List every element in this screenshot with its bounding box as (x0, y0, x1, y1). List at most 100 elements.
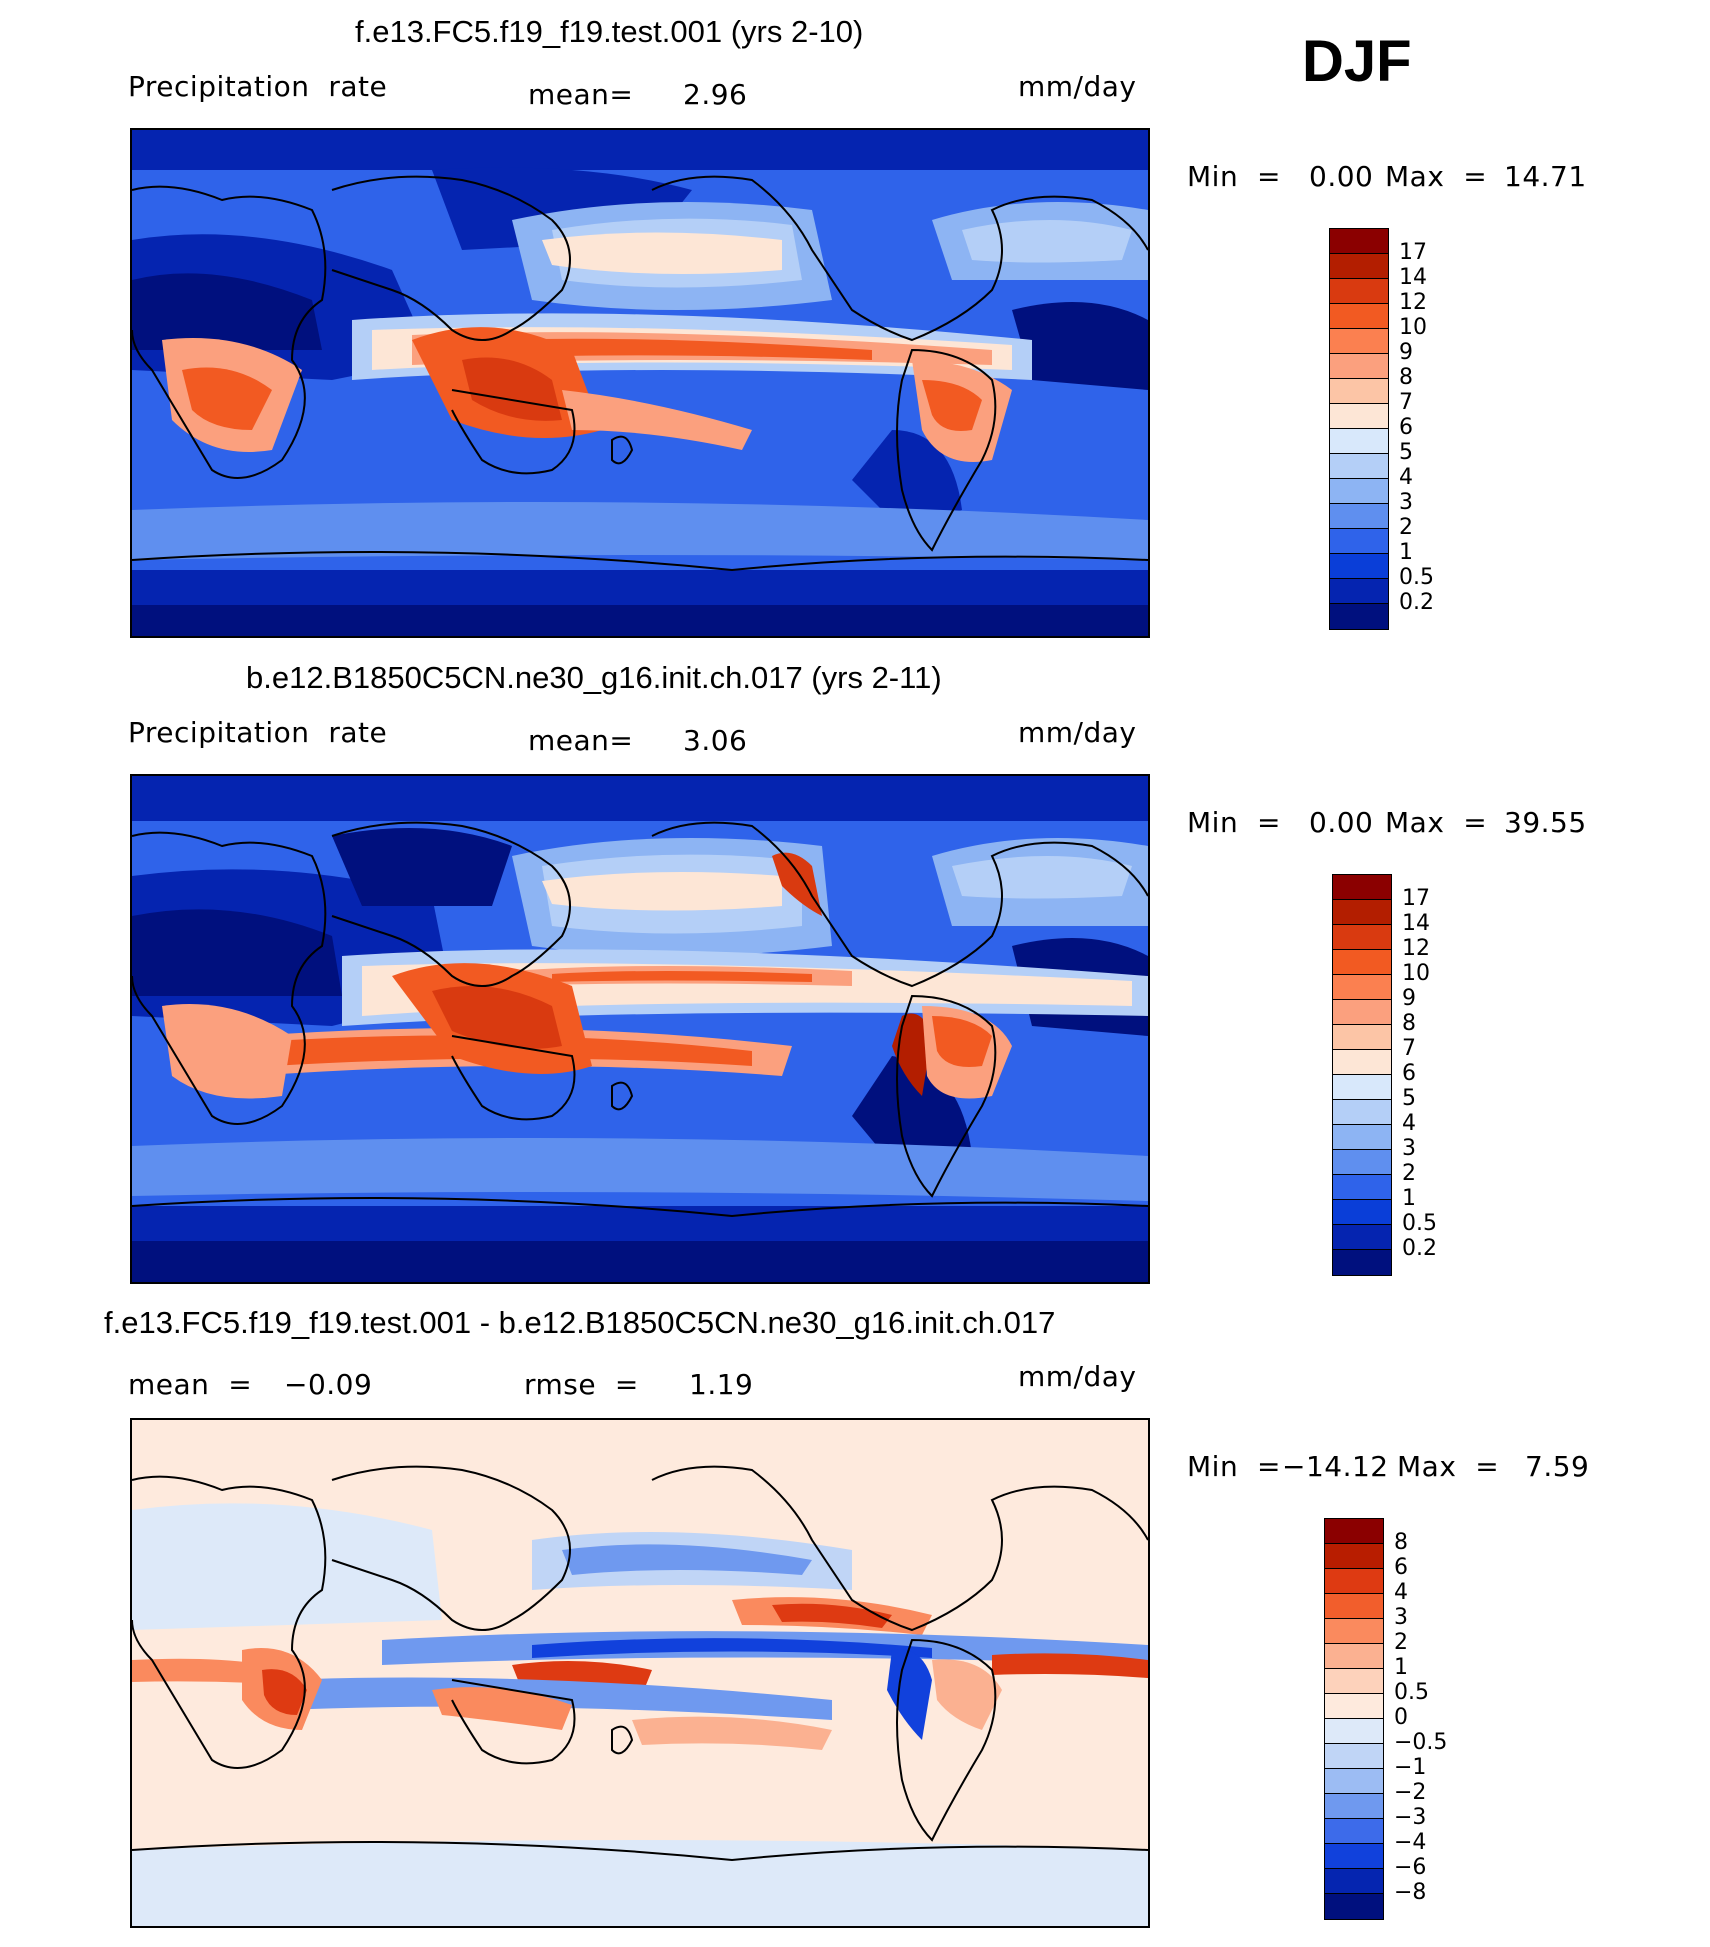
africa-core (182, 367, 272, 430)
colorbar-label: 0.2 (1402, 1236, 1437, 1261)
panel2-colorbar (1332, 874, 1392, 1276)
colorbar-label: 17 (1402, 886, 1430, 911)
panel3-max-value: 7.59 (1525, 1450, 1590, 1483)
coastlines (132, 175, 1148, 572)
colorbar-label: 2 (1399, 515, 1413, 540)
colorbar-label: 8 (1399, 365, 1413, 390)
colorbar-label: 1 (1394, 1655, 1408, 1680)
panel2-units: mm/day (1018, 716, 1137, 749)
colorbar-label: −2 (1394, 1780, 1427, 1805)
arctic-dry (132, 776, 1148, 821)
colorbar-label: 0 (1394, 1705, 1408, 1730)
panel1-min-label: Min = (1187, 160, 1281, 193)
nw-america-rain (772, 852, 822, 916)
colorbar-label: 9 (1402, 986, 1416, 1011)
colorbar-swatch (1333, 1250, 1391, 1275)
colorbar-label: 10 (1402, 961, 1430, 986)
colorbar-swatch (1333, 975, 1391, 1000)
colorbar-label: 2 (1402, 1161, 1416, 1186)
panel2-mean-value: 3.06 (683, 724, 748, 757)
colorbar-swatch (1333, 1175, 1391, 1200)
colorbar-swatch (1325, 1569, 1383, 1594)
panel1-map (130, 128, 1150, 638)
panel2-max-value: 39.55 (1504, 806, 1587, 839)
colorbar-label: 14 (1399, 265, 1427, 290)
colorbar-label: 8 (1402, 1011, 1416, 1036)
natl-storm-pale (962, 220, 1132, 263)
colorbar-label: 4 (1394, 1580, 1408, 1605)
colorbar-swatch (1333, 1150, 1391, 1175)
colorbar-swatch (1333, 1125, 1391, 1150)
central-asia-core (332, 828, 512, 906)
colorbar-label: 3 (1399, 490, 1413, 515)
arctic-dry (132, 130, 1148, 170)
sahara-core (132, 909, 342, 996)
colorbar-swatch (1325, 1894, 1383, 1919)
panel3-max-label: Max = (1397, 1450, 1500, 1483)
colorbar-label: −4 (1394, 1830, 1427, 1855)
panel2-map-svg (132, 776, 1148, 1282)
panel3-rmse-value: 1.19 (689, 1368, 754, 1401)
colorbar-swatch (1333, 1025, 1391, 1050)
panel1-max-label: Max = (1385, 160, 1488, 193)
colorbar-swatch (1333, 1225, 1391, 1250)
panel1-variable-label: Precipitation rate (128, 70, 388, 103)
amazon-core (932, 1016, 992, 1067)
colorbar-label: 17 (1399, 240, 1427, 265)
sahara-core (132, 273, 322, 350)
colorbar-swatch (1333, 925, 1391, 950)
colorbar-label: 9 (1399, 340, 1413, 365)
colorbar-label: −0.5 (1394, 1730, 1448, 1755)
panel1-mean-value: 2.96 (683, 78, 748, 111)
panel2-map (130, 774, 1150, 1284)
colorbar-swatch (1333, 1200, 1391, 1225)
colorbar-label: 6 (1394, 1555, 1408, 1580)
colorbar-swatch (1325, 1519, 1383, 1544)
colorbar-swatch (1325, 1694, 1383, 1719)
colorbar-swatch (1325, 1669, 1383, 1694)
panel1-max-value: 14.71 (1504, 160, 1587, 193)
panel3-map-svg (132, 1420, 1148, 1926)
colorbar-swatch (1325, 1844, 1383, 1869)
panel3-rmse-label: rmse = (524, 1368, 639, 1401)
colorbar-swatch (1325, 1819, 1383, 1844)
colorbar-swatch (1330, 454, 1388, 479)
colorbar-swatch (1330, 579, 1388, 604)
season-label: DJF (1302, 29, 1412, 94)
colorbar-label: 5 (1399, 440, 1413, 465)
itcz-orange (492, 338, 872, 360)
antarctic-core (132, 1241, 1148, 1282)
colorbar-swatch (1325, 1744, 1383, 1769)
panel3-title: f.e13.FC5.f19_f19.test.001 - b.e12.B1850… (104, 1305, 1056, 1340)
sepac-dry (852, 430, 962, 530)
colorbar-label: 5 (1402, 1086, 1416, 1111)
colorbar-swatch (1325, 1544, 1383, 1569)
colorbar-swatch (1330, 404, 1388, 429)
colorbar-label: −6 (1394, 1855, 1427, 1880)
colorbar-swatch (1330, 504, 1388, 529)
colorbar-label: 8 (1394, 1530, 1408, 1555)
colorbar-label: 1 (1402, 1186, 1416, 1211)
colorbar-label: 3 (1402, 1136, 1416, 1161)
andes-core (892, 1013, 932, 1096)
panel3-mean-label: mean = (128, 1368, 253, 1401)
colorbar-label: 10 (1399, 315, 1427, 340)
diff-eurasia (132, 1503, 442, 1630)
colorbar-swatch (1333, 1050, 1391, 1075)
diff-itcz-core (532, 1638, 932, 1658)
colorbar-swatch (1333, 875, 1391, 900)
natl-dry (1012, 302, 1148, 390)
colorbar-label: 7 (1399, 390, 1413, 415)
colorbar-swatch (1330, 554, 1388, 579)
colorbar-swatch (1333, 1100, 1391, 1125)
diff-spac-red (632, 1716, 832, 1750)
coastlines (132, 821, 1148, 1218)
colorbar-swatch (1325, 1619, 1383, 1644)
colorbar-label: 3 (1394, 1605, 1408, 1630)
panel1-units: mm/day (1018, 70, 1137, 103)
panel3-map (130, 1418, 1150, 1928)
panel2-title: b.e12.B1850C5CN.ne30_g16.init.ch.017 (yr… (246, 660, 942, 695)
colorbar-label: −1 (1394, 1755, 1427, 1780)
amazon-core (922, 380, 982, 431)
maritime-core (432, 986, 562, 1049)
